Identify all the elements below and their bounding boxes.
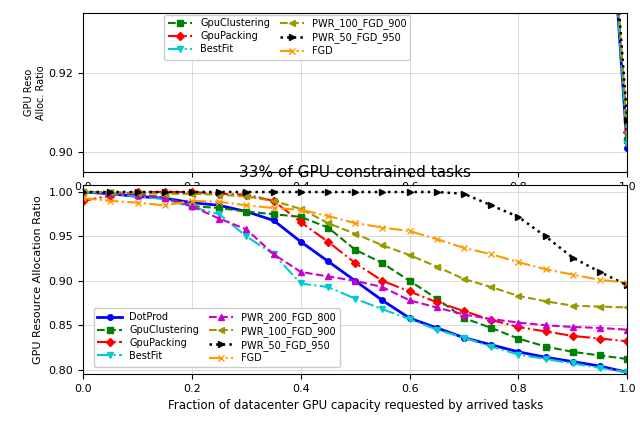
Title: 33% of GPU-constrained tasks: 33% of GPU-constrained tasks (239, 165, 471, 180)
Legend: DotProd, GpuClustering, GpuPacking, BestFit, PWR_200_FGD_800, PWR_100_FGD_900, P: DotProd, GpuClustering, GpuPacking, Best… (93, 308, 340, 367)
Y-axis label: GPU Reso
Alloc. Ratio: GPU Reso Alloc. Ratio (24, 65, 46, 120)
X-axis label: Fraction of datacenter GPU capacity requested by arrived tasks: Fraction of datacenter GPU capacity requ… (168, 399, 543, 412)
X-axis label: Fraction of datacenter GPU capacity requested by arrived tasks: Fraction of datacenter GPU capacity requ… (168, 197, 543, 210)
Legend: GpuClustering, GpuPacking, BestFit, PWR_100_FGD_900, PWR_50_FGD_950, FGD: GpuClustering, GpuPacking, BestFit, PWR_… (164, 15, 410, 60)
Y-axis label: GPU Resource Allocation Ratio: GPU Resource Allocation Ratio (33, 195, 43, 364)
